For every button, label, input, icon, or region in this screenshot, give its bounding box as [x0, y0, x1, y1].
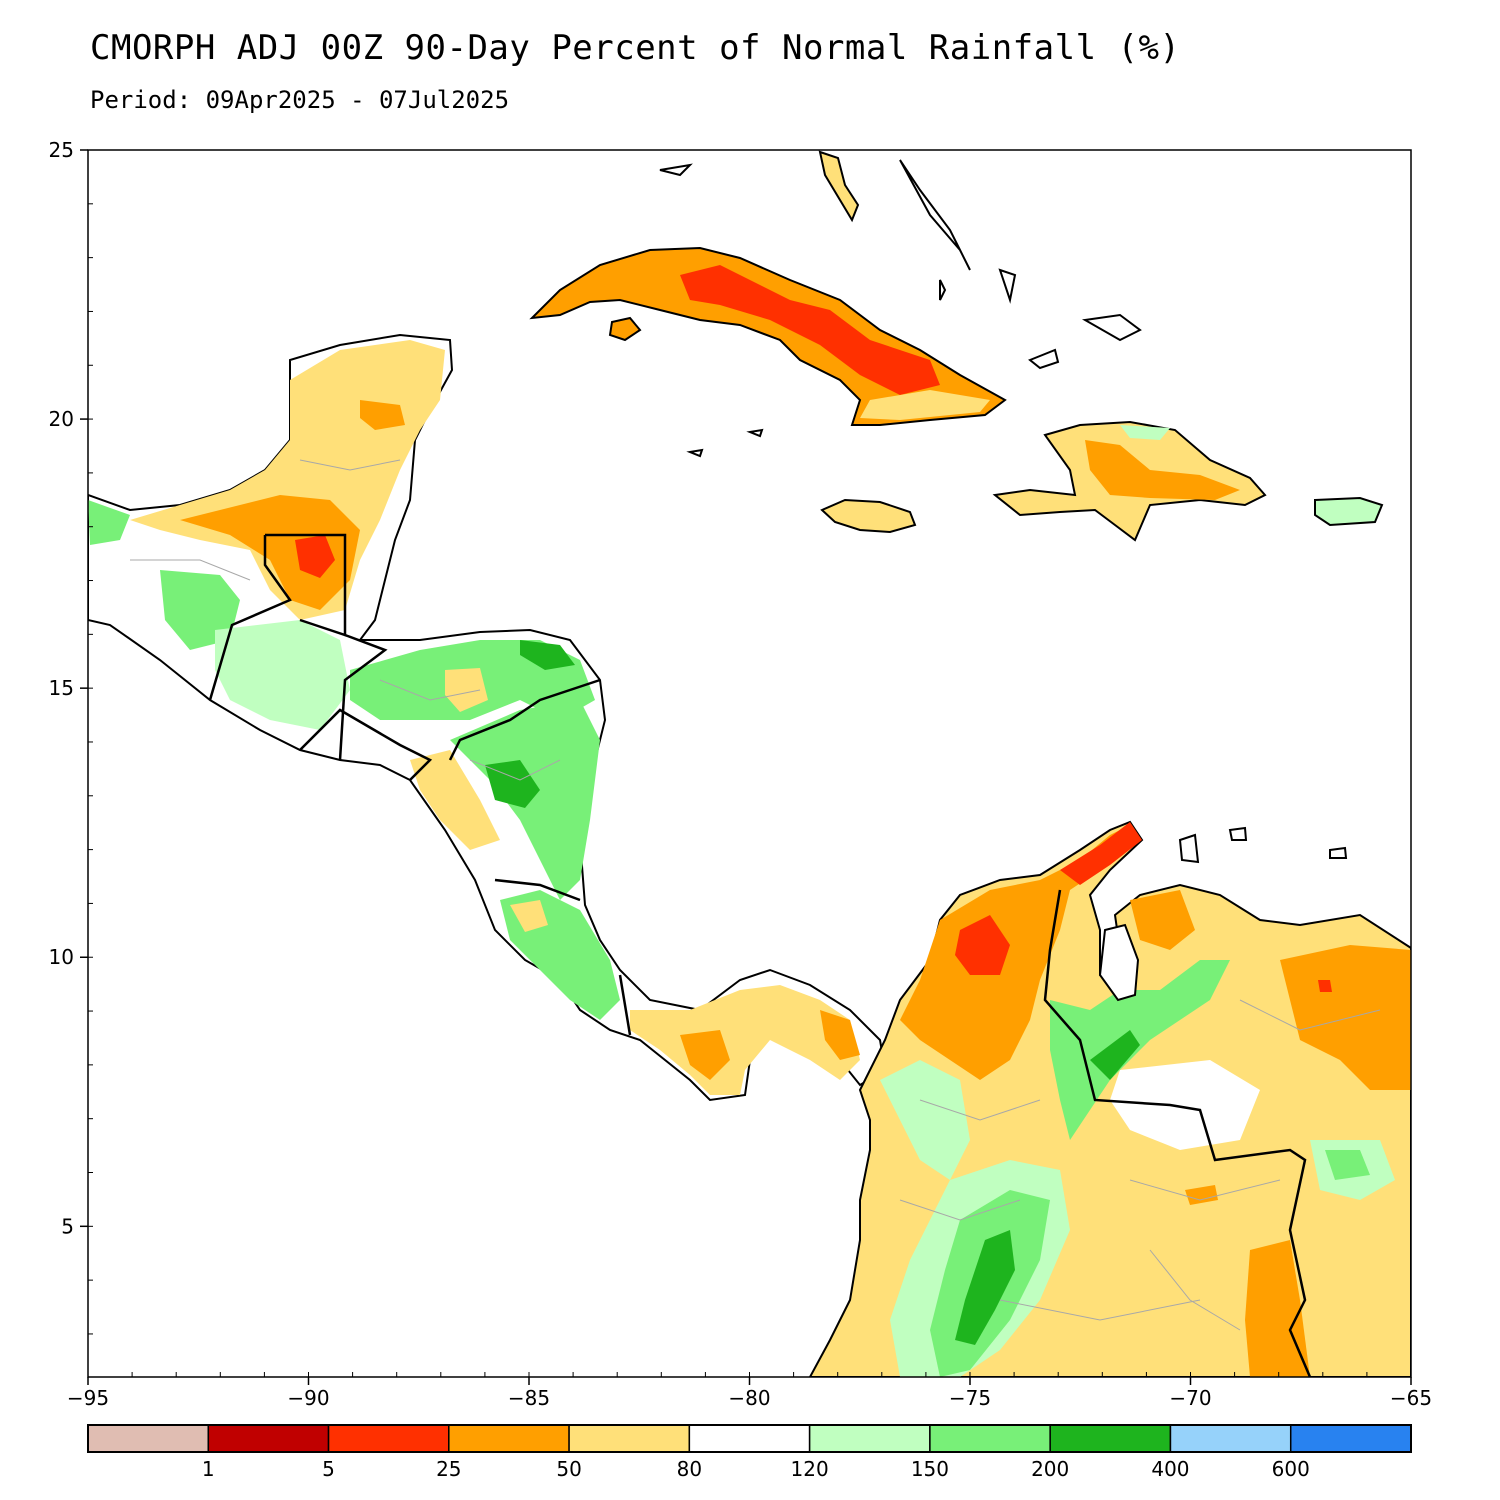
x-tick-label: −80: [728, 1386, 770, 1410]
map-title: CMORPH ADJ 00Z 90-Day Percent of Normal …: [90, 28, 1181, 68]
amazon-orange-small: [1185, 1185, 1218, 1205]
south-white-patch: [1110, 1060, 1260, 1150]
colorbar-label: 5: [322, 1457, 335, 1481]
amazon-orange: [1245, 1240, 1310, 1377]
colombia-green-west: [880, 1060, 970, 1180]
honduras-yellow: [445, 668, 488, 712]
colorbar-swatch: [1049, 1424, 1172, 1453]
colorbar-swatch: [327, 1424, 450, 1453]
guajira-red: [1060, 822, 1142, 885]
y-tick-label: 5: [61, 1214, 74, 1238]
peten-red: [295, 535, 335, 578]
x-axis: −95 −90 −85 −80 −75 −70 −65: [67, 1372, 1432, 1410]
y-axis: 5 10 15 20 25: [49, 138, 93, 1335]
panama-orange: [680, 1030, 730, 1080]
venezuela-green-east-inner: [1325, 1150, 1370, 1180]
jamaica-landmass: [820, 498, 917, 534]
colorbar-swatch: [688, 1424, 811, 1453]
colorbar-swatch: [1169, 1424, 1292, 1453]
central-america-landmass: [88, 333, 887, 1102]
colorbar-label: 25: [436, 1457, 461, 1481]
colorbar-label: 80: [677, 1457, 702, 1481]
venezuela-orange-nw: [1130, 890, 1195, 950]
colombia-darkgreen: [955, 1230, 1015, 1345]
costa-rica-yellow: [510, 900, 548, 932]
tabasco-green: [88, 500, 130, 545]
y-tick-label: 25: [49, 138, 74, 162]
admin-borders: [130, 459, 1381, 1331]
colombia-orange: [900, 825, 1140, 1080]
rainfall-field: [88, 150, 1411, 1377]
colorbar-label: 400: [1151, 1457, 1189, 1481]
small-islands: [659, 159, 1348, 864]
colorbar-label: 50: [556, 1457, 581, 1481]
y-tick-label: 15: [49, 676, 74, 700]
y-tick-label: 20: [49, 407, 74, 431]
colorbar-label: 200: [1031, 1457, 1069, 1481]
x-tick-label: −65: [1390, 1386, 1432, 1410]
venezuela-darkgreen: [1090, 1030, 1140, 1080]
colorbar-swatch: [568, 1424, 691, 1453]
venezuela-orange: [1280, 945, 1411, 1090]
puerto-rico-landmass: [1314, 496, 1384, 527]
colorbar-frame: [87, 1424, 1412, 1453]
colorbar-label: 600: [1272, 1457, 1310, 1481]
isla-juventud: [608, 316, 642, 342]
lake-maracaibo: [1098, 923, 1140, 1002]
x-tick-label: −95: [67, 1386, 109, 1410]
colorbar-swatch: [87, 1424, 210, 1453]
venezuela-red-spot: [1318, 980, 1332, 992]
panama-yellow: [630, 985, 860, 1095]
florida-keys: [818, 150, 860, 223]
map-subtitle: Period: 09Apr2025 - 07Jul2025: [90, 86, 510, 114]
national-borders: [208, 533, 1312, 1377]
yucatan-orange-ne: [360, 400, 405, 430]
colorbar-label: 120: [791, 1457, 829, 1481]
colorbar-swatch: [448, 1424, 570, 1453]
guatemala-green: [215, 620, 350, 730]
x-tick-label: −75: [949, 1386, 991, 1410]
colorbar-swatch: [808, 1424, 931, 1453]
sierra-nevada-red: [955, 915, 1010, 975]
panama-orange-east: [820, 1010, 860, 1060]
colorbar-swatch: [929, 1424, 1051, 1453]
hispaniola-orange-patch: [1085, 440, 1240, 500]
x-tick-label: −85: [508, 1386, 550, 1410]
cuba-red-patch: [680, 265, 940, 395]
y-tick-label: 10: [49, 945, 74, 969]
colorbar: 1 5 25 50 80 120 150 200 400 600: [87, 1424, 1412, 1481]
colorbar-swatch: [207, 1424, 330, 1453]
colorbar-label: 150: [911, 1457, 949, 1481]
honduras-coast-green: [520, 640, 575, 670]
nicaragua-pacific-yellow: [410, 750, 500, 850]
yucatan-orange: [180, 495, 360, 610]
colorbar-swatch: [1289, 1424, 1412, 1453]
hispaniola-green-patch: [1120, 425, 1170, 440]
cuba-yellow-patch: [860, 390, 990, 420]
colorbar-label: 1: [202, 1457, 215, 1481]
x-tick-label: −90: [287, 1386, 329, 1410]
x-tick-label: −70: [1169, 1386, 1211, 1410]
